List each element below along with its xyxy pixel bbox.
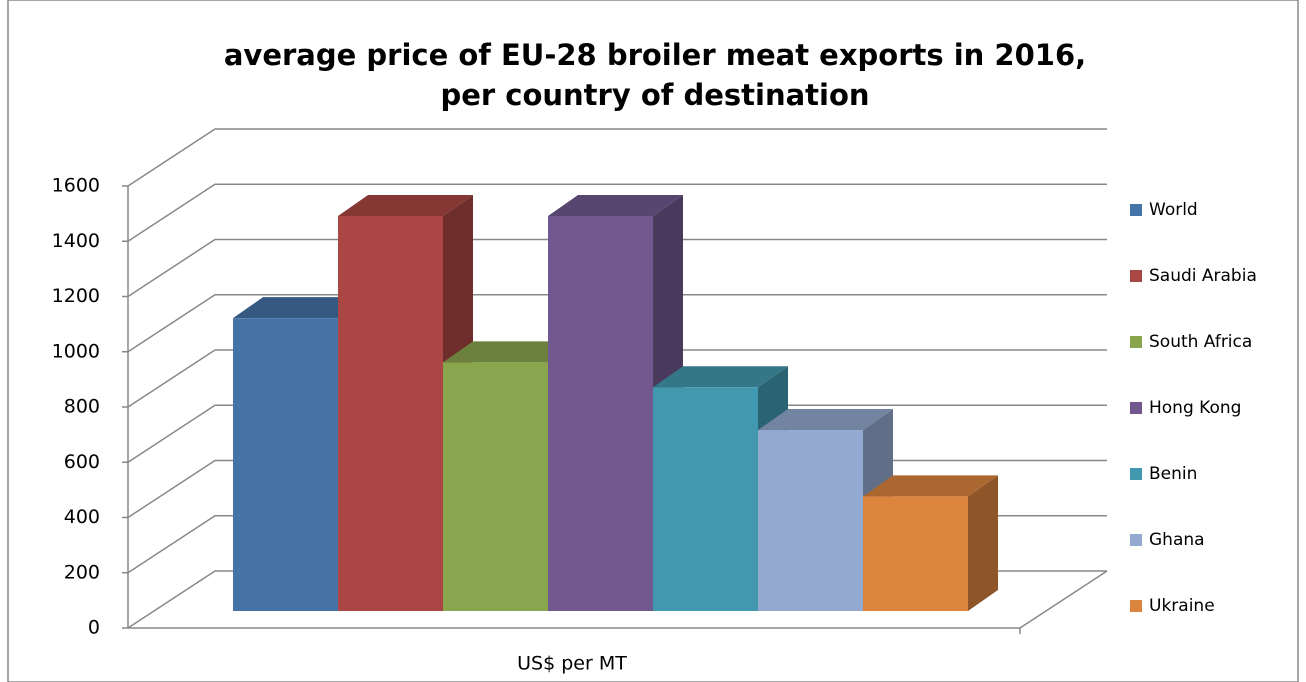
bar-top <box>338 194 473 216</box>
y-tick-label: 1600 <box>52 175 100 197</box>
y-tick-label: 1000 <box>52 340 100 362</box>
legend-swatch <box>1130 402 1142 414</box>
bar <box>233 318 338 611</box>
grid-line <box>127 294 1107 353</box>
frame <box>7 0 1299 682</box>
bar-top <box>233 297 368 319</box>
y-tick-label: 0 <box>88 617 100 639</box>
legend-swatch <box>1130 534 1142 546</box>
bar-top <box>443 341 578 363</box>
y-tick-label: 200 <box>64 561 100 583</box>
y-tick-label: 1200 <box>52 285 100 307</box>
bar-side <box>968 475 998 611</box>
legend-swatch <box>1130 468 1142 480</box>
bar <box>758 430 863 611</box>
bar <box>338 215 443 611</box>
y-tick-label: 400 <box>64 506 100 528</box>
bar <box>653 387 758 611</box>
grid-line <box>127 128 1107 187</box>
x-tick-label: US$ per MT <box>517 653 627 675</box>
bar-top <box>758 409 893 431</box>
legend-swatch <box>1130 270 1142 282</box>
bar <box>443 362 548 611</box>
grid-line <box>127 238 1107 298</box>
legend-swatch <box>1130 336 1142 348</box>
legend-label: South Africa <box>1149 332 1252 352</box>
legend-swatch <box>1130 600 1142 612</box>
grid-line <box>127 349 1107 408</box>
y-tick-label: 1400 <box>52 230 100 252</box>
chart-title: average price of EU-28 broiler meat expo… <box>224 38 1086 72</box>
y-tick-label: 600 <box>64 451 100 473</box>
y-tick-label: 800 <box>64 396 100 418</box>
legend-label: Benin <box>1149 464 1197 484</box>
legend-swatch <box>1130 204 1142 216</box>
grid-line <box>127 183 1107 242</box>
bar-top <box>653 366 788 388</box>
bar-top <box>548 194 683 216</box>
bar <box>548 215 653 611</box>
bar <box>863 496 968 611</box>
legend-label: Ghana <box>1149 530 1205 550</box>
bar-top <box>863 475 998 497</box>
grid-line <box>127 404 1107 463</box>
legend-label: Hong Kong <box>1149 398 1241 418</box>
legend-label: Ukraine <box>1149 596 1215 616</box>
legend-label: World <box>1149 200 1198 220</box>
chart-title: per country of destination <box>440 78 869 112</box>
legend-label: Saudi Arabia <box>1149 266 1257 286</box>
